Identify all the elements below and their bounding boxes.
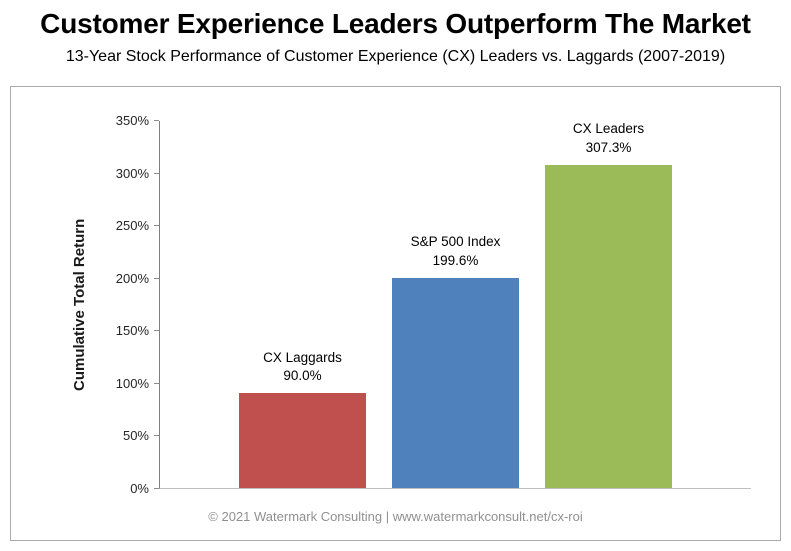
plot-area: CX Laggards 90.0% S&P 500 Index 199.6% CX Le… [159, 121, 751, 489]
y-tick-mark [154, 488, 159, 489]
bar-group-cx-leaders: CX Leaders 307.3% [545, 120, 672, 488]
bar-category-label: CX Laggards [263, 349, 342, 365]
bar-data-label: CX Leaders 307.3% [573, 120, 644, 158]
y-tick-mark [154, 330, 159, 332]
bar-cx-laggards [239, 393, 366, 488]
bar-s-p-500-index [392, 278, 519, 488]
bar-category-label: S&P 500 Index [410, 234, 501, 250]
y-axis-title: Cumulative Total Return [71, 218, 88, 392]
bar-cx-leaders [545, 164, 672, 488]
bar-category-label: CX Leaders [572, 121, 645, 137]
chart-panel: Cumulative Total Return 0% 50% 100% 150% 200… [10, 86, 781, 541]
y-tick-mark [154, 382, 159, 384]
y-tick-label: 150% [115, 323, 149, 339]
y-tick-mark [154, 120, 159, 121]
y-tick-label: 100% [115, 375, 149, 391]
bar-group-cx-laggards: CX Laggards 90.0% [239, 349, 366, 488]
y-tick-label: 50% [122, 428, 149, 444]
y-tick-mark [154, 435, 159, 437]
bar-value-label: 307.3% [585, 140, 632, 156]
y-tick-label: 0% [130, 481, 149, 496]
chart-credit: © 2021 Watermark Consulting | www.waterm… [208, 509, 583, 524]
y-tick-mark [154, 225, 159, 227]
y-tick-label: 300% [115, 165, 149, 181]
y-tick-label: 200% [115, 270, 149, 286]
bar-data-label: S&P 500 Index 199.6% [411, 233, 501, 271]
chart-title: Customer Experience Leaders Outperform T… [40, 8, 751, 39]
y-tick-mark [154, 172, 159, 174]
bar-data-label: CX Laggards 90.0% [263, 349, 342, 387]
bar-value-label: 90.0% [283, 368, 322, 384]
y-tick-label: 350% [115, 113, 149, 128]
bar-value-label: 199.6% [432, 253, 479, 269]
y-tick-mark [154, 277, 159, 279]
bar-group-s-p-500-index: S&P 500 Index 199.6% [392, 233, 519, 488]
y-tick-label: 250% [115, 218, 149, 234]
y-axis: 0% 50% 100% 150% 200% 250% 300% 350% [105, 113, 159, 496]
chart-subtitle: 13-Year Stock Performance of Customer Ex… [65, 48, 726, 65]
